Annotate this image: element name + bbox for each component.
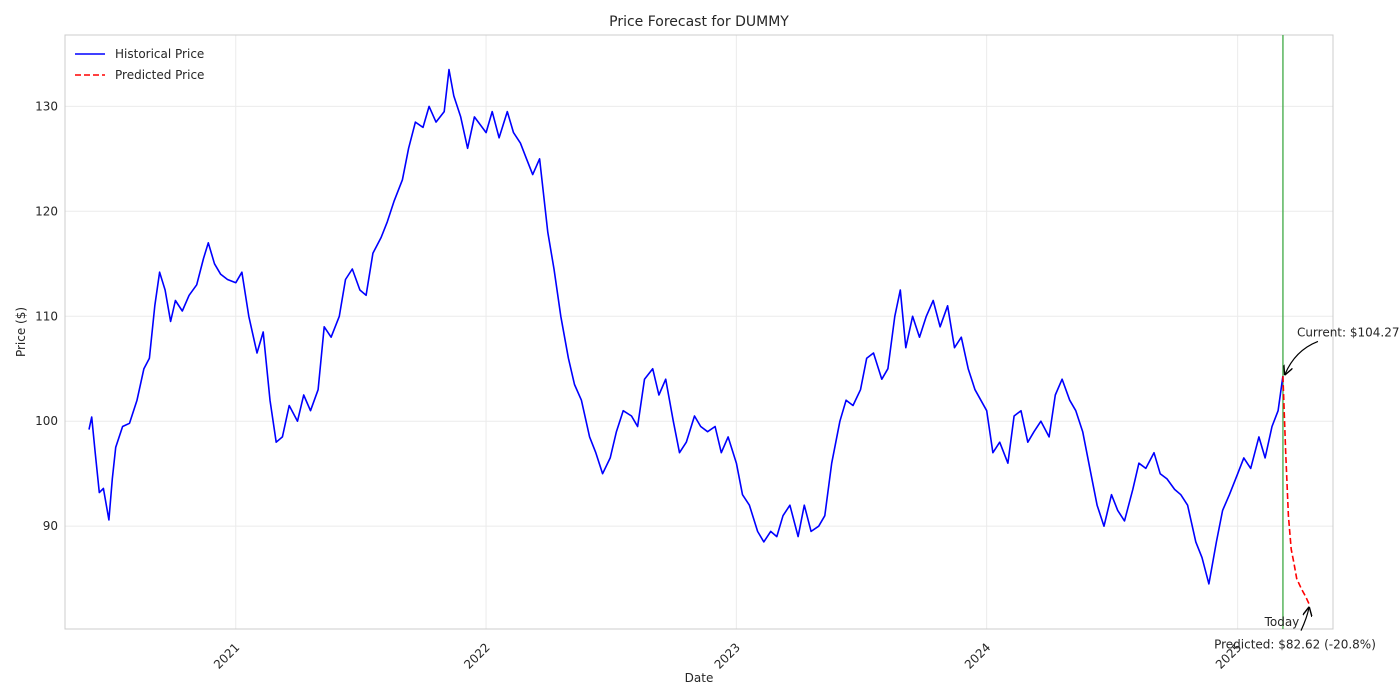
y-axis-label: Price ($) bbox=[14, 307, 28, 357]
x-tick-label: 2022 bbox=[461, 640, 492, 671]
x-axis-ticks: 2021 2022 2023 2024 2025 bbox=[211, 640, 1244, 671]
predicted-price-arrow bbox=[1300, 608, 1309, 631]
series-layer bbox=[88, 35, 1310, 629]
y-axis-ticks: 90 100 110 120 130 bbox=[35, 99, 58, 533]
plot-area-frame bbox=[64, 34, 1334, 630]
today-label: Today bbox=[1264, 615, 1300, 629]
x-tick-label: 2023 bbox=[712, 640, 743, 671]
series-line-historical bbox=[88, 68, 1284, 585]
annotations: Today Current: $104.27 Predicted: $82.62… bbox=[1214, 325, 1399, 651]
y-tick-label: 90 bbox=[43, 519, 58, 533]
grid bbox=[65, 35, 1333, 629]
x-tick-label: 2024 bbox=[962, 640, 993, 671]
y-tick-label: 100 bbox=[35, 414, 58, 428]
current-price-arrow bbox=[1285, 340, 1319, 374]
current-price-annotation: Current: $104.27 bbox=[1297, 325, 1400, 339]
y-tick-label: 110 bbox=[35, 309, 58, 323]
y-tick-label: 120 bbox=[35, 204, 58, 218]
x-axis-label: Date bbox=[685, 671, 714, 685]
legend-label-predicted: Predicted Price bbox=[115, 68, 204, 82]
chart-title: Price Forecast for DUMMY bbox=[609, 14, 789, 30]
y-tick-label: 130 bbox=[35, 99, 58, 113]
legend-label-historical: Historical Price bbox=[115, 47, 204, 61]
x-tick-label: 2021 bbox=[211, 640, 242, 671]
legend: Historical Price Predicted Price bbox=[75, 47, 204, 82]
series-line-predicted bbox=[1282, 376, 1310, 605]
predicted-price-annotation: Predicted: $82.62 (-20.8%) bbox=[1214, 638, 1376, 652]
